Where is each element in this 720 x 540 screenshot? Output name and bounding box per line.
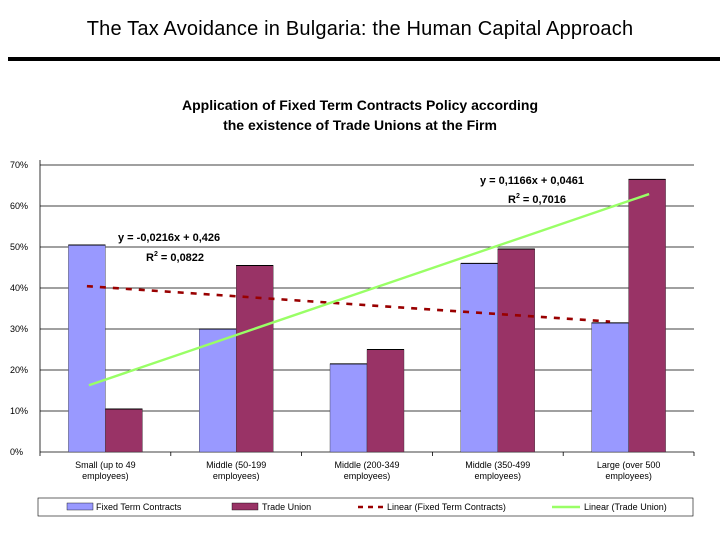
x-category-label: Middle (350-499 [465, 460, 530, 470]
bar-fixed-term [460, 263, 498, 453]
trend-equation-union: y = 0,1166x + 0,0461 [480, 175, 584, 187]
legend-swatch-fixed-term [66, 502, 94, 511]
y-tick-label: 20% [10, 365, 28, 375]
chart-title-line-2: the existence of Trade Unions at the Fir… [223, 117, 497, 133]
x-category-label-line-2: employees) [213, 471, 260, 481]
trend-equation-fixed: y = -0,0216x + 0,426 [118, 232, 220, 244]
chart-title-line-1: Application of Fixed Term Contracts Poli… [182, 97, 538, 113]
bars [68, 178, 666, 453]
slide-title: The Tax Avoidance in Bulgaria: the Human… [86, 18, 634, 40]
x-category-label-line-2: employees) [605, 471, 652, 481]
bar-fixed-term [591, 322, 629, 453]
legend-label-trend-union: Linear (Trade Union) [584, 502, 667, 512]
y-tick-label: 10% [10, 406, 28, 416]
bar-trade-union [497, 248, 535, 453]
bar-fixed-term [198, 328, 237, 453]
bar-trade-union [366, 349, 405, 453]
x-category-label-line-2: employees) [344, 471, 391, 481]
y-tick-label: 70% [10, 160, 28, 170]
x-category-label-line-2: employees) [82, 471, 129, 481]
legend-label-fixed-term: Fixed Term Contracts [96, 502, 182, 512]
legend-swatch-trade-union [231, 502, 259, 511]
trend-r2-fixed: R2 = 0,0822 [146, 251, 204, 264]
trend-equations: y = -0,0216x + 0,426 R2 = 0,0822 y = 0,1… [118, 175, 584, 264]
bar-fixed-term [329, 363, 368, 453]
trendlines [86, 192, 650, 387]
trendline-trade-union [88, 192, 650, 387]
bar-fixed-term [68, 244, 106, 453]
x-category-label: Small (up to 49 [75, 460, 136, 470]
legend-frame [37, 497, 694, 517]
y-tick-label: 30% [10, 324, 28, 334]
y-tick-label: 50% [10, 242, 28, 252]
legend-label-trade-union: Trade Union [262, 502, 311, 512]
x-category-label: Middle (50-199 [206, 460, 266, 470]
bar-trade-union [628, 179, 666, 453]
legend-label-trend-fixed: Linear (Fixed Term Contracts) [387, 502, 506, 512]
x-category-label: Middle (200-349 [334, 460, 399, 470]
title-divider [8, 57, 720, 61]
axes: 0%10%20%30%40%50%60%70%Small (up to 49em… [10, 160, 695, 481]
trend-r2-union: R2 = 0,7016 [508, 193, 566, 206]
bar-trade-union [235, 265, 274, 453]
y-tick-label: 60% [10, 201, 28, 211]
chart-title: Application of Fixed Term Contracts Poli… [182, 97, 538, 133]
trendline-fixed-term [86, 284, 611, 323]
legend: Fixed Term Contracts Trade Union Linear … [37, 497, 694, 517]
bar-trade-union [105, 408, 143, 453]
x-category-label-line-2: employees) [475, 471, 522, 481]
y-tick-label: 40% [10, 283, 28, 293]
gridlines [40, 164, 694, 412]
y-tick-label: 0% [10, 447, 23, 457]
x-category-label: Large (over 500 [597, 460, 661, 470]
